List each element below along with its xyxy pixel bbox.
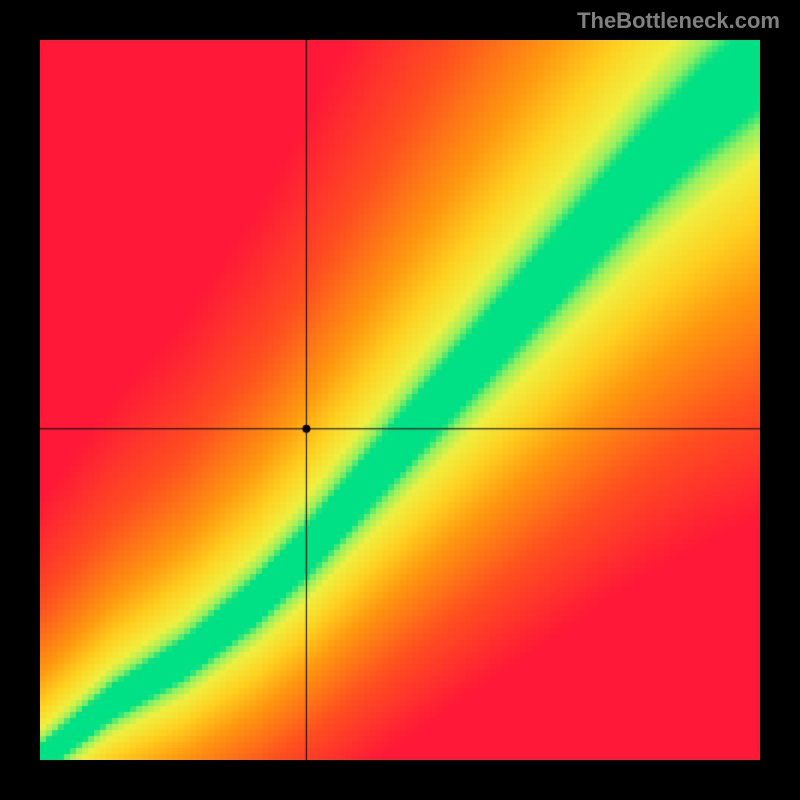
watermark-text: TheBottleneck.com <box>577 8 780 34</box>
bottleneck-heatmap-chart <box>40 40 760 760</box>
heatmap-canvas <box>40 40 760 760</box>
